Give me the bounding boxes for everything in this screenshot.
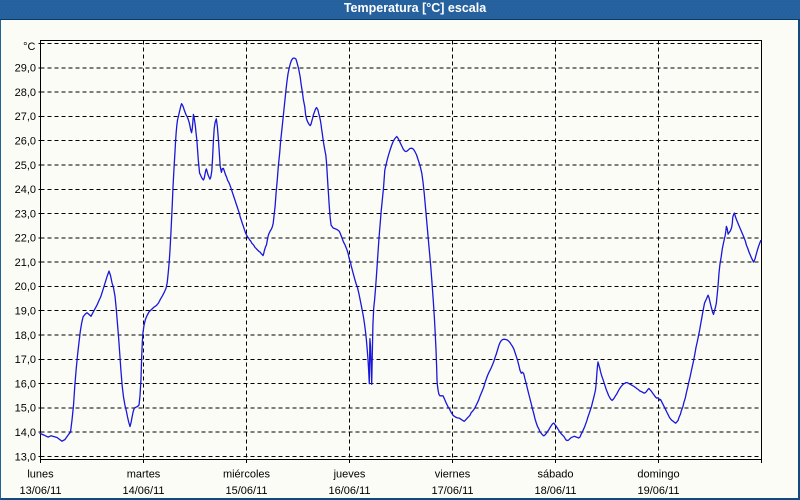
svg-text:sábado: sábado (537, 469, 573, 481)
svg-text:14,0: 14,0 (15, 427, 36, 439)
svg-text:18/06/11: 18/06/11 (534, 485, 576, 497)
svg-text:21,0: 21,0 (15, 257, 36, 269)
svg-text:22,0: 22,0 (15, 233, 36, 245)
svg-text:17,0: 17,0 (15, 354, 36, 366)
svg-text:17/06/11: 17/06/11 (431, 485, 473, 497)
svg-text:martes: martes (127, 469, 161, 481)
svg-text:13/06/11: 13/06/11 (19, 485, 61, 497)
svg-text:24,0: 24,0 (15, 184, 36, 196)
svg-text:27,0: 27,0 (15, 111, 36, 123)
svg-text:15,0: 15,0 (15, 403, 36, 415)
svg-text:16,0: 16,0 (15, 378, 36, 390)
svg-text:18,0: 18,0 (15, 330, 36, 342)
svg-text:viernes: viernes (435, 469, 471, 481)
svg-text:14/06/11: 14/06/11 (122, 485, 164, 497)
svg-text:miércoles: miércoles (223, 469, 271, 481)
svg-text:19,0: 19,0 (15, 306, 36, 318)
svg-text:15/06/11: 15/06/11 (225, 485, 267, 497)
svg-text:domingo: domingo (637, 469, 679, 481)
svg-text:19/06/11: 19/06/11 (637, 485, 679, 497)
svg-text:25,0: 25,0 (15, 160, 36, 172)
svg-text:13,0: 13,0 (15, 451, 36, 463)
svg-text:16/06/11: 16/06/11 (328, 485, 370, 497)
svg-text:26,0: 26,0 (15, 136, 36, 148)
svg-text:°C: °C (23, 41, 35, 53)
svg-text:28,0: 28,0 (15, 87, 36, 99)
svg-text:jueves: jueves (333, 469, 366, 481)
svg-text:29,0: 29,0 (15, 63, 36, 75)
svg-text:20,0: 20,0 (15, 281, 36, 293)
svg-text:lunes: lunes (27, 469, 54, 481)
svg-text:23,0: 23,0 (15, 208, 36, 220)
